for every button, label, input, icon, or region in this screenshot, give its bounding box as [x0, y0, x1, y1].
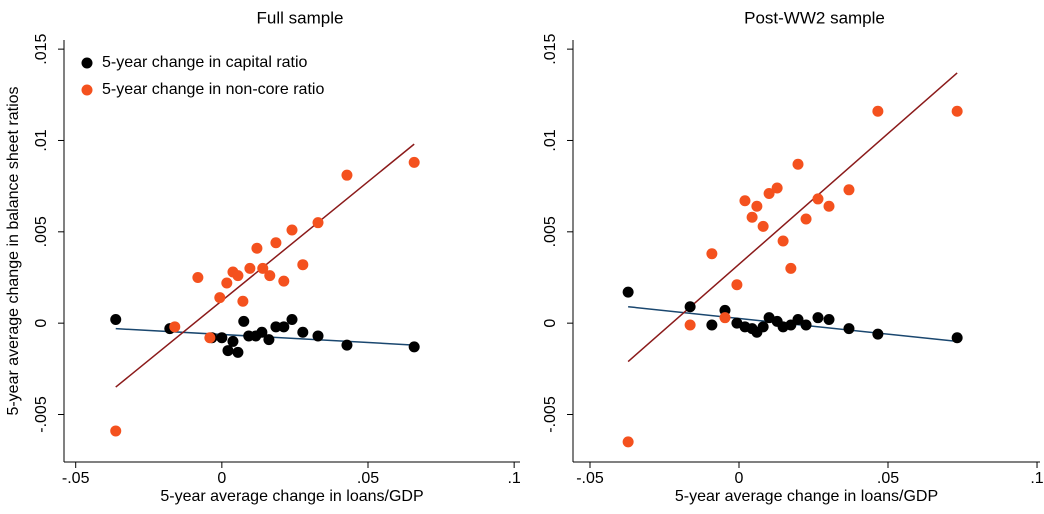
- x-tick-label: .05: [357, 470, 379, 487]
- point: [221, 277, 233, 289]
- point: [169, 321, 181, 333]
- point: [278, 275, 290, 287]
- y-tick-label: -.005: [542, 396, 559, 433]
- point: [297, 259, 309, 271]
- point: [192, 271, 204, 283]
- point: [951, 105, 963, 117]
- point: [251, 242, 263, 254]
- point: [286, 224, 298, 236]
- point: [312, 217, 324, 229]
- y-tick-label: .01: [542, 129, 559, 151]
- x-tick-label: -.05: [576, 470, 604, 487]
- point: [256, 326, 268, 338]
- point: [110, 314, 122, 326]
- x-tick-label: .05: [877, 470, 899, 487]
- point: [843, 184, 855, 196]
- point: [739, 195, 751, 207]
- chart-title: Full sample: [257, 8, 344, 27]
- point: [843, 323, 855, 335]
- point: [341, 169, 353, 181]
- point: [312, 330, 324, 342]
- point: [278, 321, 290, 333]
- point: [785, 262, 797, 274]
- point: [706, 248, 718, 260]
- point: [408, 341, 420, 353]
- x-tick-label: -.05: [62, 470, 90, 487]
- point: [684, 301, 696, 313]
- y-tick-label: 0: [33, 319, 50, 328]
- y-axis-label: 5-year average change in balance sheet r…: [5, 86, 22, 415]
- x-tick-label: 0: [735, 470, 744, 487]
- y-tick-label: .015: [542, 33, 559, 64]
- x-axis-label: 5-year average change in loans/GDP: [675, 488, 938, 505]
- fit-line: [627, 72, 958, 363]
- point: [800, 319, 812, 331]
- point: [792, 158, 804, 170]
- point: [244, 262, 256, 274]
- point: [706, 319, 718, 331]
- y-tick-label: .01: [33, 129, 50, 151]
- point: [800, 213, 812, 225]
- y-tick-label: 0: [542, 319, 559, 328]
- legend-label: 5-year change in capital ratio: [102, 54, 308, 71]
- point: [227, 335, 239, 347]
- legend-marker: [81, 57, 93, 69]
- point: [222, 345, 234, 357]
- chart-title: Post-WW2 sample: [744, 8, 885, 27]
- point: [763, 187, 775, 199]
- point: [757, 220, 769, 232]
- point: [232, 270, 244, 282]
- point: [264, 270, 276, 282]
- y-tick-label: .005: [33, 216, 50, 247]
- x-tick-label: .1: [507, 470, 520, 487]
- point: [872, 105, 884, 117]
- x-axis-label: 5-year average change in loans/GDP: [160, 488, 423, 505]
- point: [684, 319, 696, 331]
- point: [731, 279, 743, 291]
- x-tick-label: 0: [217, 470, 226, 487]
- point: [408, 156, 420, 168]
- x-tick-label: .1: [1030, 470, 1043, 487]
- point: [872, 328, 884, 340]
- point: [622, 436, 634, 448]
- point: [110, 425, 122, 437]
- point: [204, 332, 216, 344]
- point: [771, 182, 783, 194]
- legend-marker: [81, 84, 93, 96]
- point: [812, 193, 824, 205]
- legend-label: 5-year change in non-core ratio: [102, 81, 324, 98]
- point: [823, 200, 835, 212]
- point: [297, 326, 309, 338]
- point: [746, 211, 758, 223]
- point: [823, 314, 835, 326]
- point: [286, 314, 298, 326]
- point: [719, 312, 731, 324]
- point: [777, 235, 789, 247]
- point: [238, 315, 250, 327]
- point: [757, 321, 769, 333]
- y-tick-label: -.005: [33, 396, 50, 433]
- point: [263, 334, 275, 346]
- point: [622, 286, 634, 298]
- point: [232, 346, 244, 358]
- point: [751, 200, 763, 212]
- point: [792, 314, 804, 326]
- point: [257, 262, 269, 274]
- point: [270, 321, 282, 333]
- point: [216, 332, 228, 344]
- point: [237, 295, 249, 307]
- point: [951, 332, 963, 344]
- point: [341, 339, 353, 351]
- y-tick-label: .015: [33, 33, 50, 64]
- point: [812, 312, 824, 324]
- point: [214, 292, 226, 304]
- y-tick-label: .005: [542, 216, 559, 247]
- point: [270, 237, 282, 249]
